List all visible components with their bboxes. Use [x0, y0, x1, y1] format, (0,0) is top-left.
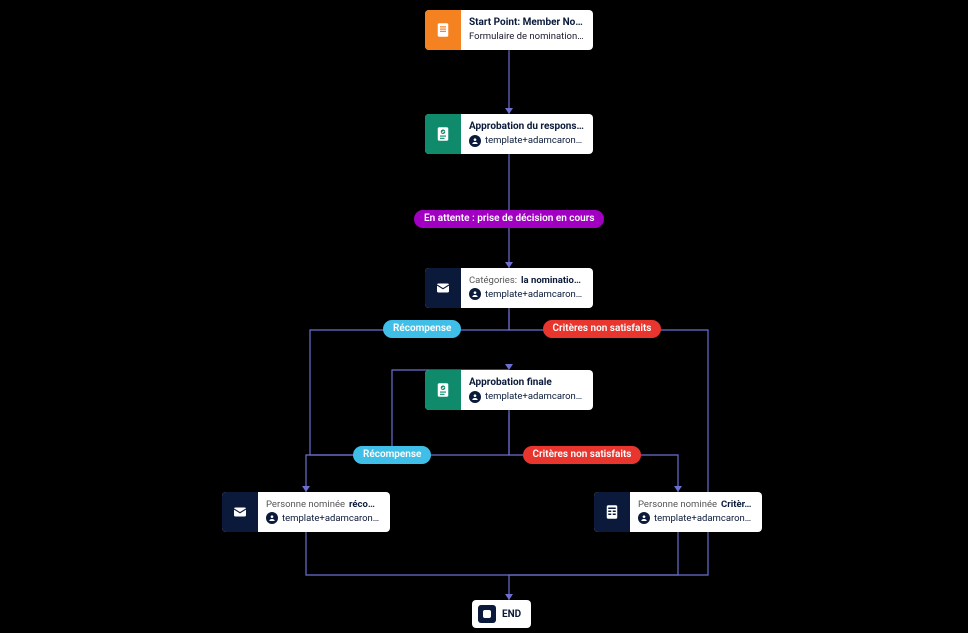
node-subtitle: Formulaire de nomination …: [469, 31, 585, 43]
sheet-icon: [594, 492, 630, 532]
node-start[interactable]: Start Point: Member Nominat… Formulaire …: [425, 10, 593, 50]
node-outcome-criteria[interactable]: Personne nominée Critèr… template+adamca…: [594, 492, 762, 532]
user-icon: [266, 512, 278, 524]
mail-icon: [425, 268, 461, 308]
node-user: template+adamcaron…: [469, 288, 585, 300]
node-user: template+adamcaron…: [469, 135, 585, 147]
node-category: Personne nominée récom…: [266, 499, 382, 510]
document-icon: [425, 10, 461, 50]
approval-icon: [425, 114, 461, 154]
node-user: template+adamcaron…: [469, 391, 585, 403]
pill-reward-2: Récompense: [353, 446, 431, 464]
end-label: END: [502, 609, 521, 620]
node-approval-1[interactable]: Approbation du responsable template+adam…: [425, 114, 593, 154]
node-outcome-reward[interactable]: Personne nominée récom… template+adamcar…: [222, 492, 390, 532]
user-icon: [469, 391, 481, 403]
node-user: template+adamcaron…: [638, 512, 754, 524]
node-title: Approbation du responsable: [469, 121, 585, 133]
node-title: Approbation finale: [469, 377, 585, 389]
node-approval-2[interactable]: Approbation finale template+adamcaron…: [425, 370, 593, 410]
node-end[interactable]: END: [472, 600, 531, 628]
node-user: template+adamcaron…: [266, 512, 382, 524]
node-category: Catégories: la nominatio…: [469, 275, 585, 286]
user-icon: [469, 135, 481, 147]
edges-layer: [0, 0, 968, 633]
node-decision[interactable]: Catégories: la nominatio… template+adamc…: [425, 268, 593, 308]
user-icon: [469, 288, 481, 300]
node-category: Personne nominée Critèr…: [638, 499, 754, 510]
pill-criteria-2: Critères non satisfaits: [523, 446, 642, 464]
workflow-canvas: Start Point: Member Nominat… Formulaire …: [0, 0, 968, 633]
user-icon: [638, 512, 650, 524]
end-icon: [478, 605, 496, 623]
approval-icon: [425, 370, 461, 410]
pill-waiting: En attente : prise de décision en cours: [414, 210, 604, 228]
mail-icon: [222, 492, 258, 532]
pill-reward-1: Récompense: [383, 320, 461, 338]
node-title: Start Point: Member Nominat…: [469, 17, 585, 29]
pill-criteria-1: Critères non satisfaits: [543, 320, 662, 338]
